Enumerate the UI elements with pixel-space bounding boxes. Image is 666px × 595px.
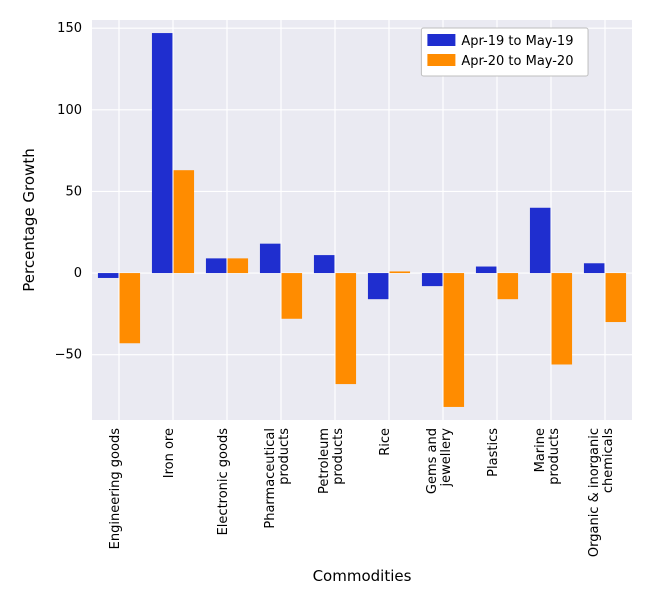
y-tick-label: 150 xyxy=(57,21,82,36)
bar xyxy=(422,273,443,286)
bar xyxy=(444,273,465,407)
x-tick-label: Engineering goods xyxy=(108,428,123,550)
legend-label: Apr-20 to May-20 xyxy=(461,54,573,69)
bar xyxy=(498,273,519,299)
x-tick-label: Organic & inorganic xyxy=(587,428,602,557)
bar xyxy=(98,273,119,278)
x-tick-label: products xyxy=(547,428,562,485)
bar xyxy=(120,273,141,343)
legend-swatch xyxy=(427,54,455,66)
bar xyxy=(368,273,389,299)
y-tick-label: 0 xyxy=(74,266,82,281)
bar xyxy=(152,33,173,273)
bar xyxy=(228,258,249,273)
x-tick-label: Plastics xyxy=(486,428,501,477)
bar xyxy=(314,255,335,273)
x-tick-label: chemicals xyxy=(601,428,616,493)
x-tick-label: products xyxy=(277,428,292,485)
x-tick-label: Petroleum xyxy=(317,428,332,494)
x-tick-label: Pharmaceutical xyxy=(263,428,278,529)
bar xyxy=(530,208,551,273)
y-tick-label: 100 xyxy=(57,103,82,118)
x-tick-label: Electronic goods xyxy=(216,428,231,536)
bar xyxy=(584,263,605,273)
x-tick-label: products xyxy=(331,428,346,485)
commodities-growth-chart: −50 0 50 100 150 Percentage Growth Engineering… xyxy=(0,0,666,595)
bar xyxy=(174,170,195,273)
legend-label: Apr-19 to May-19 xyxy=(461,34,573,49)
bar xyxy=(282,273,303,319)
x-tick-label: Iron ore xyxy=(162,428,177,478)
y-tick-label: 50 xyxy=(65,184,82,199)
bar xyxy=(476,267,497,274)
bar xyxy=(606,273,627,322)
y-axis-label: Percentage Growth xyxy=(20,148,38,291)
x-tick-label: Marine xyxy=(533,428,548,472)
bar xyxy=(390,271,411,273)
x-tick-label: Rice xyxy=(378,428,393,456)
x-axis-label: Commodities xyxy=(313,567,412,585)
x-tick-label: jewellery xyxy=(439,428,454,488)
chart-svg: −50 0 50 100 150 Percentage Growth Engineering… xyxy=(0,0,666,595)
legend-swatch xyxy=(427,34,455,46)
bar xyxy=(206,258,227,273)
y-tick-label: −50 xyxy=(55,348,82,363)
bar xyxy=(336,273,357,384)
bar xyxy=(552,273,573,364)
x-tick-label: Gems and xyxy=(425,428,440,494)
bar xyxy=(260,244,281,273)
